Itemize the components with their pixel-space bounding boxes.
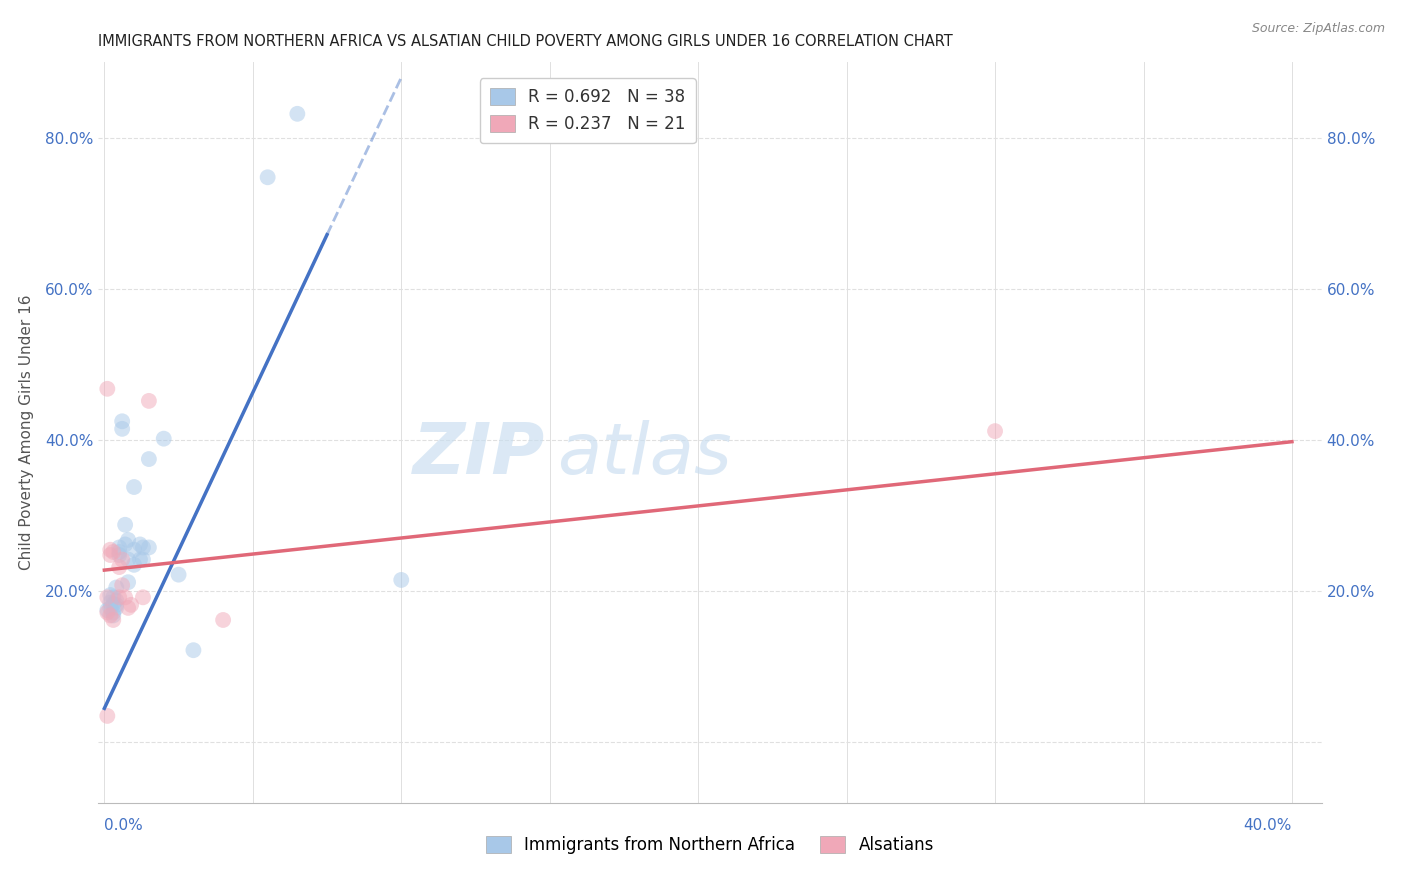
Point	[105, 598, 128, 612]
Point	[138, 452, 160, 467]
Point	[183, 643, 205, 657]
Point	[132, 541, 155, 555]
Point	[96, 606, 118, 620]
Point	[108, 591, 131, 605]
Point	[103, 591, 125, 605]
Point	[103, 545, 125, 559]
Point	[98, 600, 121, 615]
Point	[105, 593, 128, 607]
Text: Source: ZipAtlas.com: Source: ZipAtlas.com	[1251, 22, 1385, 36]
Point	[389, 573, 412, 587]
Point	[114, 517, 136, 532]
Point	[122, 542, 145, 557]
Point	[138, 541, 160, 555]
Point	[103, 613, 125, 627]
Point	[103, 606, 125, 620]
Point	[108, 541, 131, 555]
Point	[129, 552, 152, 566]
Point	[212, 613, 235, 627]
Point	[96, 382, 118, 396]
Legend: Immigrants from Northern Africa, Alsatians: Immigrants from Northern Africa, Alsatia…	[479, 830, 941, 861]
Point	[122, 558, 145, 572]
Point	[98, 596, 121, 610]
Point	[167, 567, 190, 582]
Point	[285, 107, 308, 121]
Point	[108, 560, 131, 574]
Point	[103, 597, 125, 611]
Point	[98, 588, 121, 602]
Text: atlas: atlas	[557, 420, 731, 490]
Text: 0.0%: 0.0%	[104, 818, 143, 833]
Point	[984, 424, 1007, 438]
Y-axis label: Child Poverty Among Girls Under 16: Child Poverty Among Girls Under 16	[18, 295, 34, 570]
Point	[117, 575, 139, 590]
Text: ZIP: ZIP	[412, 420, 546, 490]
Point	[114, 537, 136, 551]
Text: IMMIGRANTS FROM NORTHERN AFRICA VS ALSATIAN CHILD POVERTY AMONG GIRLS UNDER 16 C: IMMIGRANTS FROM NORTHERN AFRICA VS ALSAT…	[98, 34, 953, 49]
Point	[105, 600, 128, 615]
Point	[98, 542, 121, 557]
Point	[96, 591, 118, 605]
Point	[98, 548, 121, 562]
Point	[117, 552, 139, 566]
Point	[132, 552, 155, 566]
Point	[117, 600, 139, 615]
Point	[108, 548, 131, 562]
Point	[111, 422, 134, 436]
Point	[108, 545, 131, 559]
Point	[111, 578, 134, 592]
Point	[111, 552, 134, 566]
Point	[111, 414, 134, 428]
Point	[152, 432, 174, 446]
Point	[105, 581, 128, 595]
Point	[114, 591, 136, 605]
Point	[117, 533, 139, 547]
Point	[96, 603, 118, 617]
Point	[122, 480, 145, 494]
Point	[96, 709, 118, 723]
Point	[132, 591, 155, 605]
Point	[256, 170, 278, 185]
Point	[103, 608, 125, 623]
Point	[129, 537, 152, 551]
Text: 40.0%: 40.0%	[1243, 818, 1292, 833]
Point	[120, 598, 142, 612]
Point	[98, 608, 121, 623]
Point	[138, 393, 160, 408]
